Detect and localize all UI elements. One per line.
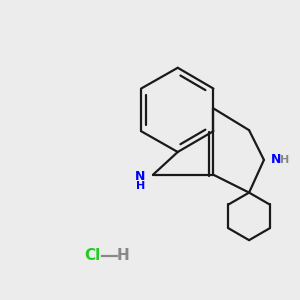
- Text: Cl: Cl: [84, 248, 100, 263]
- Text: N: N: [272, 153, 282, 167]
- Text: H: H: [280, 155, 289, 165]
- Text: N: N: [135, 170, 146, 183]
- Text: H: H: [117, 248, 130, 263]
- Text: H: H: [136, 181, 146, 191]
